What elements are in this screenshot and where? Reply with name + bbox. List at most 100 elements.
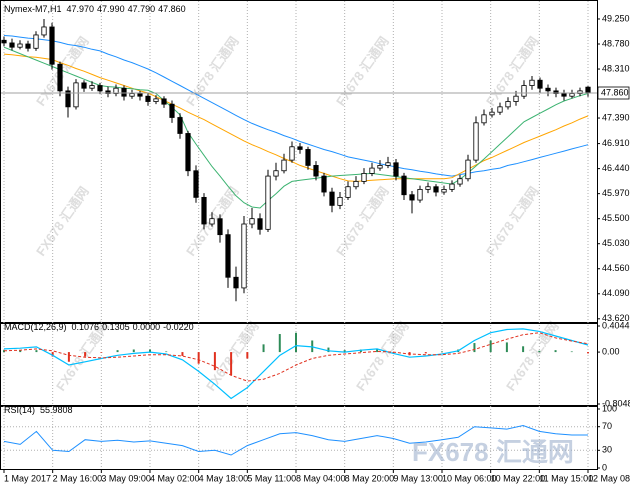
- candle-body: [177, 117, 183, 134]
- candle-body: [345, 186, 351, 198]
- candle-body: [321, 175, 327, 193]
- y-tick-label: 45.500: [602, 213, 630, 223]
- candle-body: [409, 194, 415, 201]
- histogram-bar: [246, 352, 249, 359]
- histogram-bar: [213, 352, 216, 371]
- candle-body: [281, 159, 287, 172]
- candle-body: [329, 191, 335, 206]
- candle-body: [65, 90, 71, 108]
- header-value: 47.990: [97, 4, 125, 14]
- candle-body: [193, 170, 199, 198]
- candle-body: [209, 218, 215, 225]
- histogram-bar: [165, 351, 168, 353]
- candle-body: [73, 82, 79, 108]
- candle-body: [473, 122, 479, 161]
- y-tick-label: 43.620: [602, 313, 630, 323]
- histogram-bar: [262, 344, 265, 353]
- x-tick-label: 12 May 08:00: [588, 473, 630, 483]
- y-tick-label: 44.090: [602, 288, 630, 298]
- candle-body: [361, 173, 367, 182]
- candle-body: [425, 186, 431, 190]
- candle-body: [249, 218, 255, 225]
- header-value: 47.860: [158, 4, 186, 14]
- header-value: 55.9808: [40, 405, 73, 415]
- candle-body: [465, 159, 471, 180]
- candle-body: [145, 95, 151, 102]
- macd-line: [3, 328, 589, 400]
- histogram-bar: [149, 349, 151, 353]
- candle-body: [185, 133, 191, 172]
- x-tick-label: 9 May 13:00: [393, 473, 443, 483]
- x-tick-label: 3 May 09:00: [101, 473, 151, 483]
- panel-name: MACD(12,26,9): [4, 322, 67, 332]
- candle-body: [225, 234, 231, 278]
- candle-body: [257, 218, 263, 230]
- logo: FX678 汇通网: [412, 437, 574, 467]
- candle-body: [41, 26, 47, 36]
- candle-body: [489, 111, 495, 116]
- candle-body: [569, 93, 575, 97]
- candle-body: [353, 181, 359, 188]
- histogram-bar: [311, 340, 314, 353]
- candle-body: [305, 149, 311, 166]
- candle-body: [25, 43, 31, 49]
- y-tick-label: 70: [602, 421, 612, 431]
- candle-body: [265, 175, 271, 230]
- x-tick-label: 10 May 06:00: [442, 473, 497, 483]
- x-tick-label: 8 May 04:00: [296, 473, 346, 483]
- candle-body: [553, 90, 559, 94]
- candle-body: [33, 34, 39, 49]
- panel-frame: [0, 323, 598, 406]
- y-tick-label: 46.440: [602, 163, 630, 173]
- candle-body: [241, 223, 247, 289]
- candle-body: [169, 103, 175, 118]
- histogram-bar: [278, 334, 281, 353]
- last-price-box: [597, 86, 630, 100]
- candle-body: [17, 43, 23, 48]
- histogram-bar: [424, 352, 427, 354]
- y-tick-label: 45.030: [602, 238, 630, 248]
- histogram-bar: [473, 343, 476, 353]
- x-tick-label: 8 May 20:00: [345, 473, 395, 483]
- y-tick-label: -0.8048: [602, 398, 630, 408]
- histogram-bar: [522, 346, 525, 353]
- histogram-bar: [327, 347, 330, 353]
- panel-header: Nymex-M7,H1 47.970 47.990 47.790 47.860: [4, 4, 186, 14]
- candle-body: [313, 165, 319, 177]
- histogram-bar: [67, 352, 70, 362]
- candle-body: [545, 87, 551, 92]
- histogram-bar: [587, 352, 589, 354]
- candle-body: [153, 98, 159, 102]
- histogram-bar: [35, 350, 38, 353]
- candle-body: [481, 114, 487, 124]
- histogram-bar: [441, 351, 443, 353]
- histogram-bar: [343, 350, 346, 353]
- histogram-bar: [489, 340, 492, 353]
- candle-body: [417, 188, 423, 201]
- candle-body: [49, 26, 55, 65]
- candle-body: [217, 218, 223, 236]
- candle-body: [201, 196, 207, 225]
- histogram-bar: [84, 352, 87, 357]
- candle-body: [337, 196, 343, 206]
- candle-body: [385, 162, 391, 166]
- candle-body: [577, 90, 583, 94]
- y-tick-label: 48.780: [602, 38, 630, 48]
- candle-body: [401, 175, 407, 196]
- histogram-bar: [570, 351, 573, 353]
- header-value: 0.1305: [102, 322, 130, 332]
- y-tick-label: 100: [602, 403, 617, 413]
- y-tick-label: 0.00: [602, 346, 620, 356]
- header-value: -0.0220: [163, 322, 194, 332]
- x-tick-label: 4 May 18:00: [199, 473, 249, 483]
- candle-body: [233, 276, 239, 289]
- candle-body: [521, 85, 527, 97]
- candle-body: [129, 93, 135, 97]
- histogram-bar: [505, 342, 508, 353]
- histogram-bar: [116, 350, 119, 353]
- x-tick-label: 2 May 16:00: [53, 473, 103, 483]
- y-tick-label: 46.910: [602, 138, 630, 148]
- candle-body: [369, 167, 375, 174]
- header-value: 0.1076: [72, 322, 100, 332]
